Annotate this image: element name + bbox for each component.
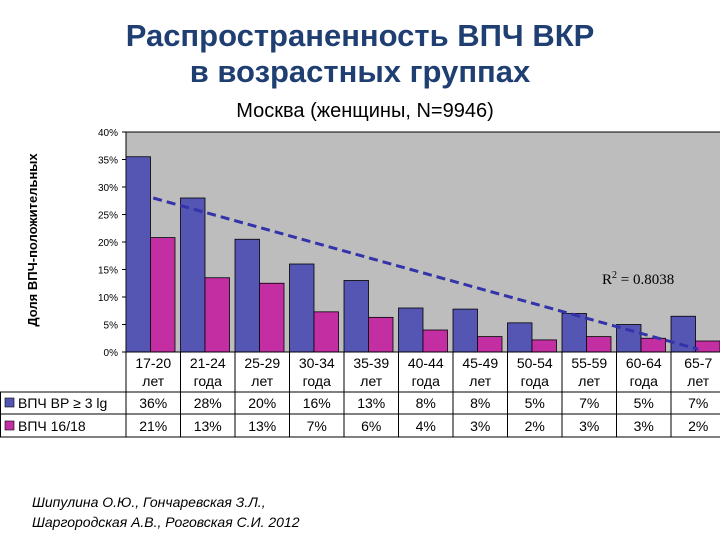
y-tick-label: 30% <box>98 183 118 194</box>
legend-label: ВПЧ ВР ≥ 3 lg <box>18 395 107 411</box>
y-axis-label: Доля ВПЧ-положительных <box>25 153 40 327</box>
data-label: 2% <box>688 418 708 434</box>
category-label: лет <box>142 373 164 389</box>
data-label: 6% <box>361 418 381 434</box>
category-label: 65-7 <box>684 355 712 371</box>
bar-hpv-16-18 <box>368 316 394 353</box>
category-label: 55-59 <box>571 355 607 371</box>
bar-hpv-hr <box>289 263 315 353</box>
data-label: 13% <box>357 395 385 411</box>
data-label: 5% <box>525 395 545 411</box>
category-label: 30-34 <box>299 355 335 371</box>
bar-hpv-hr <box>398 307 424 353</box>
y-tick-label: 5% <box>104 321 119 332</box>
bar-hpv-hr <box>234 238 260 353</box>
bar-hpv-hr <box>561 313 587 353</box>
category-label: года <box>412 373 440 389</box>
data-label: 3% <box>634 418 654 434</box>
chart-subtitle: Москва (женщины, N=9946) <box>236 100 494 122</box>
data-label: 7% <box>307 418 327 434</box>
category-label: 17-20 <box>135 355 171 371</box>
y-tick-label: 0% <box>104 348 119 359</box>
category-label: 45-49 <box>462 355 498 371</box>
category-label: года <box>630 373 658 389</box>
bar-hpv-hr <box>180 197 206 353</box>
data-label: 7% <box>688 395 708 411</box>
y-tick-label: 25% <box>98 211 118 222</box>
page-title: Распространенность ВПЧ ВКР в возрастных … <box>0 18 720 90</box>
category-label: лет <box>469 373 491 389</box>
data-label: 28% <box>194 395 222 411</box>
citation-line-1: Шипулина О.Ю., Гончаревская З.Л., <box>32 494 266 510</box>
category-label: 60-64 <box>626 355 662 371</box>
title-line-1: Распространенность ВПЧ ВКР <box>125 18 595 53</box>
bar-hpv-hr <box>452 308 478 353</box>
bar-hpv-16-18 <box>204 277 230 353</box>
data-label: 3% <box>579 418 599 434</box>
citation-line-2: Шаргородская А.В., Роговская С.И. 2012 <box>32 514 300 530</box>
data-label: 4% <box>416 418 436 434</box>
bar-hpv-hr <box>343 280 369 353</box>
y-tick-label: 40% <box>98 128 118 139</box>
bar-hpv-hr <box>507 322 533 353</box>
data-label: 13% <box>248 418 276 434</box>
citation: Шипулина О.Ю., Гончаревская З.Л., Шаргор… <box>32 492 300 532</box>
category-label: года <box>194 373 222 389</box>
bar-hpv-16-18 <box>640 337 666 353</box>
category-label: лет <box>360 373 382 389</box>
trendline <box>152 196 699 351</box>
data-label: 21% <box>139 418 167 434</box>
category-label: 40-44 <box>408 355 444 371</box>
bar-hpv-16-18 <box>313 311 339 353</box>
bar-hpv-16-18 <box>477 336 503 353</box>
data-label: 16% <box>303 395 331 411</box>
bar-hpv-16-18 <box>259 282 285 353</box>
data-label: 5% <box>634 395 654 411</box>
bar-hpv-16-18 <box>586 336 612 353</box>
category-label: лет <box>251 373 273 389</box>
data-label: 36% <box>139 395 167 411</box>
data-label: 3% <box>470 418 490 434</box>
y-tick-label: 35% <box>98 156 118 167</box>
bar-hpv-16-18 <box>422 329 448 353</box>
category-label: лет <box>578 373 600 389</box>
legend-label: ВПЧ 16/18 <box>18 418 86 434</box>
data-label: 8% <box>470 395 490 411</box>
title-line-2: в возрастных группах <box>189 54 531 89</box>
bar-hpv-16-18 <box>531 339 557 353</box>
bar-hpv-16-18 <box>695 340 720 353</box>
legend-swatch <box>4 397 15 408</box>
data-label: 8% <box>416 395 436 411</box>
category-label: года <box>303 373 331 389</box>
y-tick-label: 10% <box>98 293 118 304</box>
y-tick-label: 20% <box>98 238 118 249</box>
data-label: 13% <box>194 418 222 434</box>
bar-hpv-16-18 <box>150 237 176 353</box>
data-label: 20% <box>248 395 276 411</box>
r-squared-annotation: R2 = 0.8038 <box>602 270 674 288</box>
data-label: 7% <box>579 395 599 411</box>
category-label: 50-54 <box>517 355 553 371</box>
category-label: 25-29 <box>244 355 280 371</box>
data-label: 2% <box>525 418 545 434</box>
category-label: лет <box>687 373 709 389</box>
category-label: 35-39 <box>353 355 389 371</box>
legend-swatch <box>4 420 15 431</box>
bar-hpv-hr <box>125 156 151 353</box>
category-label: года <box>521 373 549 389</box>
category-label: 21-24 <box>190 355 226 371</box>
y-tick-label: 15% <box>98 266 118 277</box>
